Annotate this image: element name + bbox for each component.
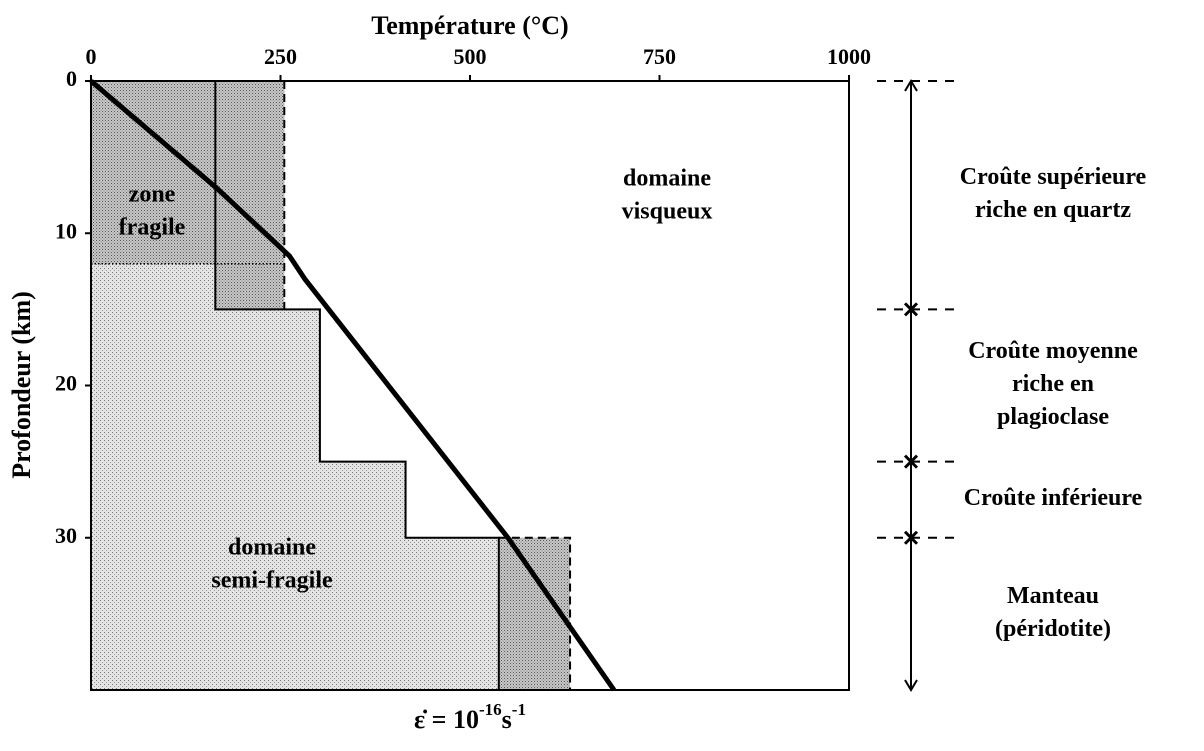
semi-fragile-boundary (214, 81, 500, 690)
y-axis-label: Profondeur (km) (7, 291, 36, 479)
y-tick-label: 20 (55, 371, 77, 396)
layer-label: Croûte supérieure (960, 164, 1147, 190)
strain-rate-unit: s (502, 705, 512, 734)
region-label: fragile (119, 215, 186, 241)
x-tick-label: 250 (264, 44, 297, 69)
strain-rate-base: ε̇ = 10 (414, 705, 479, 734)
layer-label: (péridotite) (995, 616, 1111, 642)
geotherm (89, 79, 617, 692)
strain-rate: ε̇ = 10-16s-1 (414, 700, 526, 734)
x-tick-label: 500 (454, 44, 487, 69)
layer-label: Croûte inférieure (964, 485, 1143, 511)
strain-rate-exponent: -16 (479, 700, 502, 719)
region-label: zone (129, 182, 176, 208)
y-tick-label: 30 (55, 523, 77, 548)
region-label: domaine (228, 535, 316, 561)
strain-rate-unit-exponent: -1 (512, 700, 526, 719)
x-tick-label: 1000 (827, 44, 871, 69)
x-tick-label: 750 (643, 44, 676, 69)
region-label: domaine (623, 166, 711, 192)
layer-label: riche en (1012, 371, 1094, 397)
layer-label: plagioclase (997, 404, 1109, 430)
layer-cross (903, 302, 919, 317)
y-tick-label: 10 (55, 218, 77, 243)
region-label: visqueux (622, 199, 713, 225)
layer-label: riche en quartz (975, 197, 1131, 223)
layer-label: Manteau (1007, 583, 1099, 609)
layer-cross (903, 454, 919, 469)
x-tick-label: 0 (86, 44, 97, 69)
arrow-head (904, 679, 918, 692)
dashed-limit (498, 536, 572, 690)
layer-cross (903, 530, 919, 545)
region-label: semi-fragile (211, 568, 333, 594)
layer-label: Croûte moyenne (968, 338, 1138, 364)
chart-title: Température (°C) (371, 11, 568, 40)
y-tick-label: 0 (66, 66, 77, 91)
